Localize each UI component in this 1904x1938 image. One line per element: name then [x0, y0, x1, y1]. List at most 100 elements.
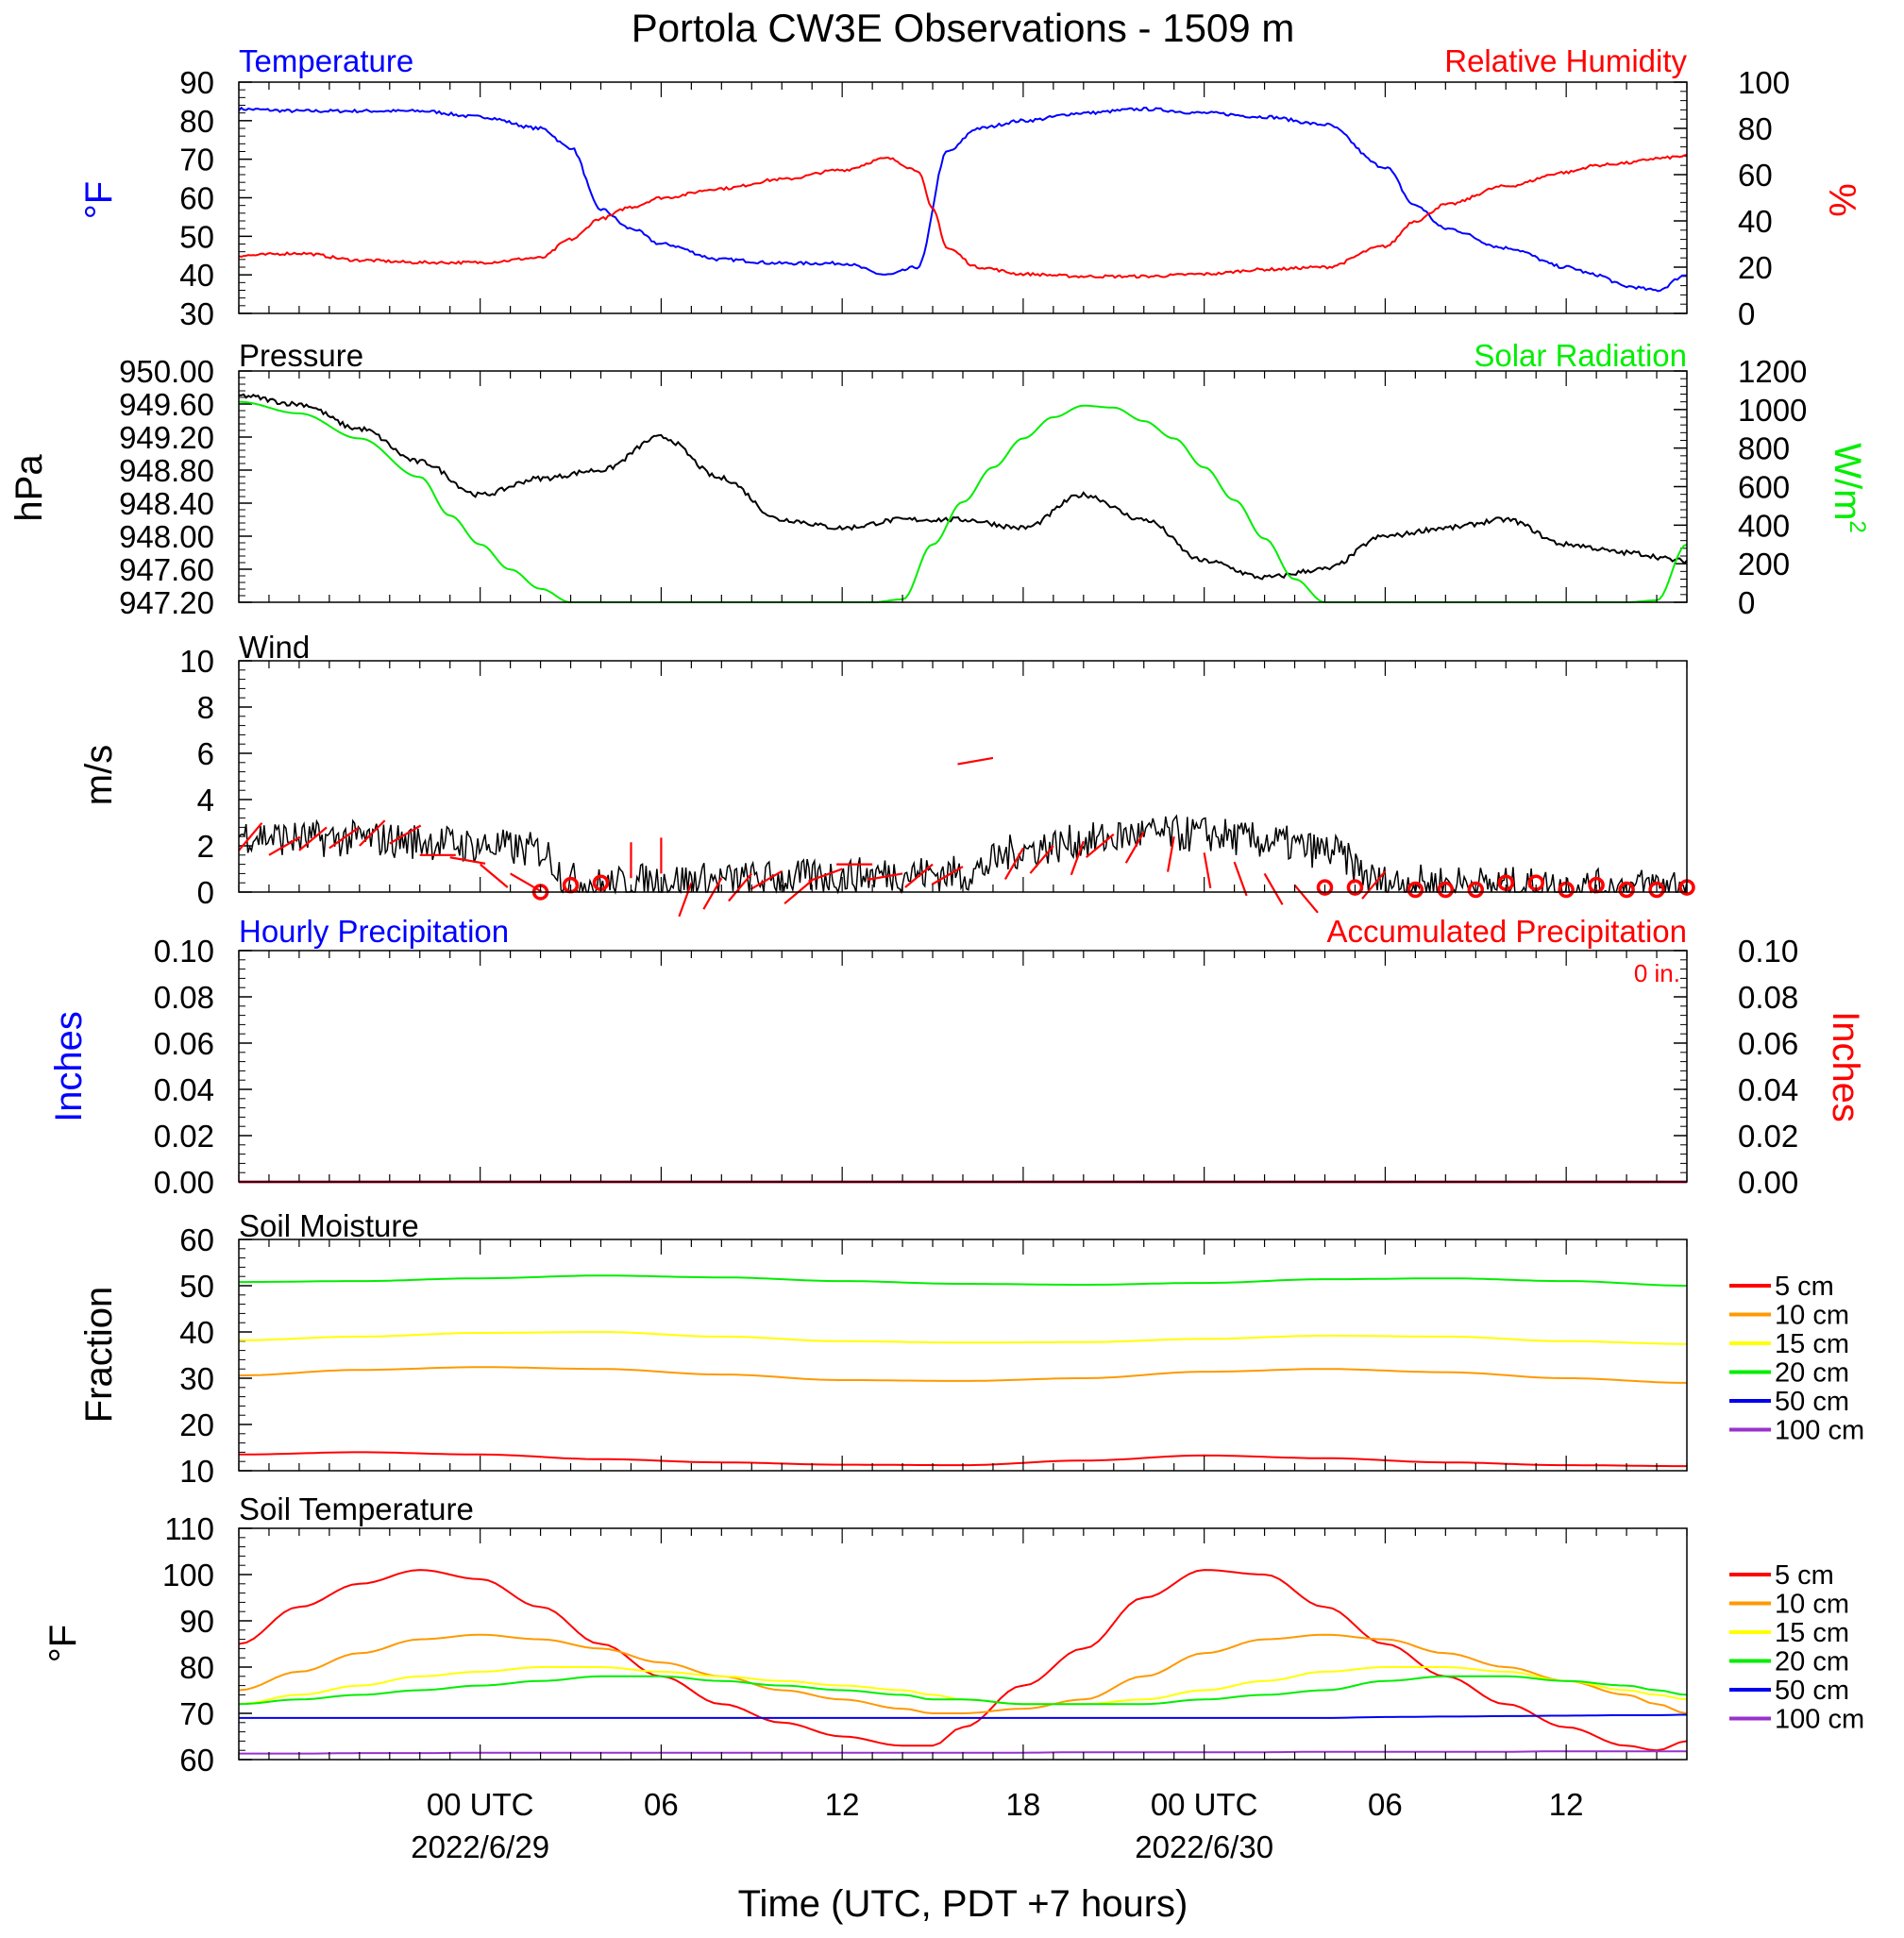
wind-barb [298, 826, 328, 851]
right-tick-label: 0.06 [1738, 1026, 1798, 1061]
right-tick-label: 0.02 [1738, 1119, 1798, 1154]
right-tick-label: 1000 [1738, 393, 1807, 428]
left-tick-label: 10 [179, 1454, 214, 1489]
right-tick-label: 800 [1738, 431, 1790, 466]
left-tick-label: 70 [179, 1696, 214, 1731]
right-tick-label: 40 [1738, 204, 1773, 239]
wind-barb [1263, 872, 1284, 905]
soil-moisture-15-cm [239, 1331, 1687, 1345]
left-tick-label: 947.60 [119, 552, 214, 587]
wind-barb [389, 824, 422, 845]
left-tick-label: 949.20 [119, 420, 214, 455]
soil-temp-axis-ticks: 60 70 80 90 100 110 [162, 1511, 252, 1778]
soil-moisture-10-cm [238, 1366, 1687, 1384]
left-tick-label: 0.10 [154, 934, 214, 969]
left-tick-label: 0 [197, 875, 214, 910]
wind-barb [449, 856, 486, 865]
wind-barb [329, 826, 360, 850]
left-tick-label: 30 [179, 1361, 214, 1396]
wind-barb [238, 822, 263, 851]
wind-barb [1003, 847, 1024, 880]
left-tick-label: 4 [197, 783, 214, 817]
right-tick-label: 0 [1738, 296, 1755, 331]
time-axis-ticks: 00 UTC 2022/6/29 06 12 18 00 UTC 2022/6/30 06 12 [238, 82, 1688, 1864]
time-date-label: 2022/6/30 [1135, 1829, 1273, 1864]
wind-barb [1070, 840, 1085, 876]
left-tick-label: 90 [179, 65, 214, 100]
wind-calm-marker [1346, 879, 1364, 896]
time-tick-label: 06 [644, 1787, 679, 1822]
panel-precip: Hourly Precipitation Accumulated Precipi… [48, 914, 1866, 1200]
soil-temp-legend-label: 5 cm [1775, 1560, 1834, 1591]
rh-title: Relative Humidity [1444, 43, 1687, 78]
series-pressure [238, 393, 1688, 581]
soil-temp-unit: °F [42, 1625, 84, 1662]
left-tick-label: 6 [197, 736, 214, 771]
solar-unit-base: W/m [1827, 443, 1868, 520]
wind-barb [1124, 831, 1145, 864]
left-tick-label: 30 [179, 296, 214, 331]
wind-unit: m/s [78, 745, 120, 805]
soil-temp-50-cm [239, 1713, 1687, 1719]
right-tick-label: 60 [1738, 158, 1773, 193]
wind-calm-marker [1407, 881, 1424, 899]
left-tick-label: 40 [179, 1315, 214, 1350]
wind-barb [702, 877, 723, 910]
right-tick-label: 0.10 [1738, 934, 1798, 969]
precip-right-axis-ticks: 0.00 0.02 0.04 0.06 0.08 0.10 [1674, 934, 1798, 1200]
left-tick-label: 8 [197, 690, 214, 725]
solar-unit-sup: 2 [1845, 520, 1870, 532]
time-tick-label: 00 UTC [427, 1787, 534, 1822]
time-date-label: 2022/6/29 [411, 1829, 549, 1864]
left-tick-label: 80 [179, 1650, 214, 1685]
temp-title: Temperature [239, 43, 413, 78]
left-tick-label: 100 [162, 1558, 214, 1593]
right-tick-label: 200 [1738, 547, 1790, 581]
pressure-title: Pressure [239, 338, 363, 373]
precip-left-axis-ticks: 0.00 0.02 0.04 0.06 0.08 0.10 [154, 934, 252, 1200]
rh-unit: % [1821, 183, 1862, 217]
left-tick-label: 0.04 [154, 1072, 214, 1107]
left-tick-label: 60 [179, 1743, 214, 1778]
time-tick-label: 12 [825, 1787, 860, 1822]
right-tick-label: 0.00 [1738, 1165, 1798, 1200]
wind-barb [678, 882, 693, 918]
time-tick-label: 12 [1549, 1787, 1584, 1822]
solar-unit: W/m2 [1827, 443, 1870, 533]
right-tick-label: 400 [1738, 508, 1790, 543]
wind-calm-marker [1437, 881, 1455, 899]
wind-barb [1085, 833, 1115, 859]
soil-temp-legend-label: 10 cm [1775, 1590, 1849, 1620]
soil-moisture-legend-label: 50 cm [1775, 1387, 1849, 1417]
left-tick-label: 60 [179, 181, 214, 216]
time-tick-label: 18 [1006, 1787, 1041, 1822]
right-tick-label: 0 [1738, 585, 1755, 620]
left-tick-label: 50 [179, 1269, 214, 1304]
pressure-axis-ticks: 947.20947.60948.00948.40948.80949.20949.… [119, 354, 252, 620]
right-tick-label: 80 [1738, 111, 1773, 146]
soil-temp-title: Soil Temperature [239, 1491, 474, 1526]
time-axis-label: Time (UTC, PDT +7 hours) [738, 1883, 1188, 1925]
left-tick-label: 10 [179, 644, 214, 679]
soil-moisture-legend-label: 20 cm [1775, 1358, 1849, 1389]
left-tick-label: 40 [179, 258, 214, 293]
soil-moisture-title: Soil Moisture [239, 1208, 419, 1243]
wind-barb [268, 835, 301, 856]
wind-title: Wind [239, 630, 310, 665]
soil-moisture-legend-label: 5 cm [1775, 1272, 1834, 1302]
left-tick-label: 950.00 [119, 354, 214, 389]
soil-moisture-axis-ticks: 10 20 30 40 50 60 [179, 1222, 252, 1489]
time-tick-label: 06 [1368, 1787, 1403, 1822]
time-tick-label: 00 UTC [1151, 1787, 1258, 1822]
series-relative-humidity [238, 154, 1688, 279]
wind-barb [1029, 845, 1054, 874]
chart-title: Portola CW3E Observations - 1509 m [632, 6, 1295, 50]
precip-left-unit: Inches [48, 1011, 90, 1122]
right-tick-label: 100 [1738, 65, 1790, 100]
wind-barb [1203, 852, 1212, 888]
wind-barb [728, 872, 753, 902]
right-tick-label: 0.08 [1738, 980, 1798, 1015]
soil-temp-legend-label: 15 cm [1775, 1618, 1849, 1648]
